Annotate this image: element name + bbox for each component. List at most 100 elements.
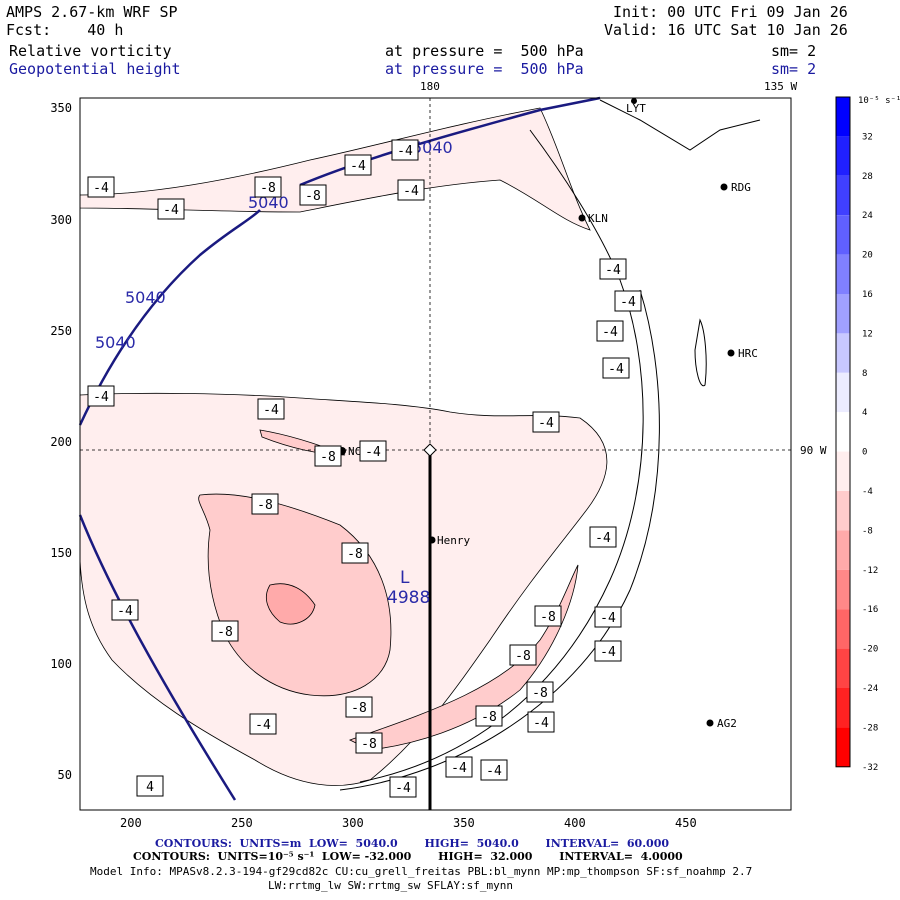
lon-label-135w: 135 W [764,80,797,93]
label-box [599,258,627,280]
colorbar-tick-label: -8 [862,526,873,536]
label-text: -8 [481,710,497,725]
colorbar-tick-label: 32 [862,132,873,142]
label-text: -4 [365,445,381,460]
footer-model-info-2: LW:rrtmg_lw SW:rrtmg_sw SFLAY:sf_mynn [268,879,514,892]
colorbar-tick-label: 20 [862,251,873,261]
height-contour-5040-north [299,96,601,187]
label-box [475,705,503,727]
height-label: 5040 [95,333,136,352]
vort-contour-label: -4 [602,357,630,379]
label-box [397,179,425,201]
y-tick-label: 100 [50,657,72,671]
label-text: -4 [538,416,554,431]
vort-contour-label: -4 [111,599,139,621]
colorbar-swatch [836,333,850,373]
label-text: -8 [305,189,321,204]
label-box [211,620,239,642]
vort-contour-label: -8 [526,681,554,703]
vort-contour-label: -8 [341,542,369,564]
station-dot [428,536,436,544]
field1-smoothing: sm= 2 [771,42,817,60]
label-text: -4 [605,263,621,278]
label-text: -4 [486,764,502,779]
forecast-hour: Fcst: 40 h [6,21,124,39]
colorbar-swatch [836,97,850,137]
footer-model-info: Model Info: MPASv8.2.3-194-gf29cd82c CU:… [90,865,753,878]
label-text: -4 [602,325,618,340]
station-dot [720,183,728,191]
label-box [157,198,185,220]
station-label-lyt: LYT [626,102,646,115]
vort-contour-label: -4 [480,759,508,781]
label-text: -4 [397,144,413,159]
vort-contour-label: -4 [359,440,387,462]
label-box [509,644,537,666]
label-text: -4 [93,390,109,405]
label-box [602,357,630,379]
vort-contour-label: -4 [594,606,622,628]
vort-contour-label: -8 [345,696,373,718]
colorbar-tick-label: 4 [862,408,867,418]
model-title: AMPS 2.67-km WRF SP [6,3,178,21]
y-tick-label: 350 [50,101,72,115]
label-text: -8 [532,686,548,701]
label-box [344,154,372,176]
label-box [257,398,285,420]
station-label-rdg: RDG [731,181,751,194]
x-tick-label: 350 [453,816,475,830]
label-box [299,184,327,206]
vort-contour-label: -4 [596,320,624,342]
island [694,318,707,387]
colorbar-swatch [836,491,850,531]
low-center-value: 4988 [387,588,430,608]
label-text: -8 [540,610,556,625]
height-contour-labels: 5040 5040 5040 5040 [95,138,453,352]
vort-contour-label: -4 [391,139,419,161]
vorticity-contour-labels: -4 -4 -8 -8 -4 -4 -4 -4 -4 -8 -4 -4 -4 -4 -4 -4 -8 -8 -4 -4… [87,139,642,798]
pole-marker [423,443,437,457]
label-text: -4 [595,531,611,546]
colorbar-tick-label: -28 [862,723,878,733]
colorbar-swatch [836,530,850,570]
colorbar-swatch [836,412,850,452]
label-box [359,440,387,462]
field1-level: at pressure = 500 hPa [385,42,584,60]
vort-contour-label: -8 [251,493,279,515]
label-text: -4 [533,716,549,731]
colorbar-swatch [836,215,850,255]
label-box [249,713,277,735]
vort-contour-label: -8 [211,620,239,642]
label-box [87,176,115,198]
label-box [594,640,622,662]
field1-name: Relative vorticity [9,42,172,60]
vort-contour-label: -8 [534,605,562,627]
vort-contour-label: -4 [157,198,185,220]
y-tick-label: 200 [50,435,72,449]
height-label: 5040 [248,193,289,212]
colorbar: 10⁻⁵ s⁻¹ 32 28 24 20 16 12 8 4 0 -4 -8 -12 -16 -20 -24… [835,96,900,773]
vort-contour-label: -8 [475,705,503,727]
station-dot [578,214,586,222]
y-axis: 50 100 150 200 250 300 350 [50,101,72,782]
colorbar-tick-label: -4 [862,487,873,497]
label-box [111,599,139,621]
label-text: -8 [515,649,531,664]
label-box [389,776,417,798]
label-box [445,756,473,778]
station-label-kln: KLN [588,212,608,225]
label-box [594,606,622,628]
colorbar-tick-label: -24 [862,684,878,694]
vort-contour-label: -4 [257,398,285,420]
label-box [391,139,419,161]
label-box [596,320,624,342]
label-text: -4 [451,761,467,776]
colorbar-tick-label: 12 [862,329,873,339]
label-text: -4 [163,203,179,218]
label-text: -4 [600,645,616,660]
label-box [345,696,373,718]
colorbar-swatch [836,609,850,649]
lon-label-90w: 90 W [800,444,827,457]
label-text: -4 [403,184,419,199]
